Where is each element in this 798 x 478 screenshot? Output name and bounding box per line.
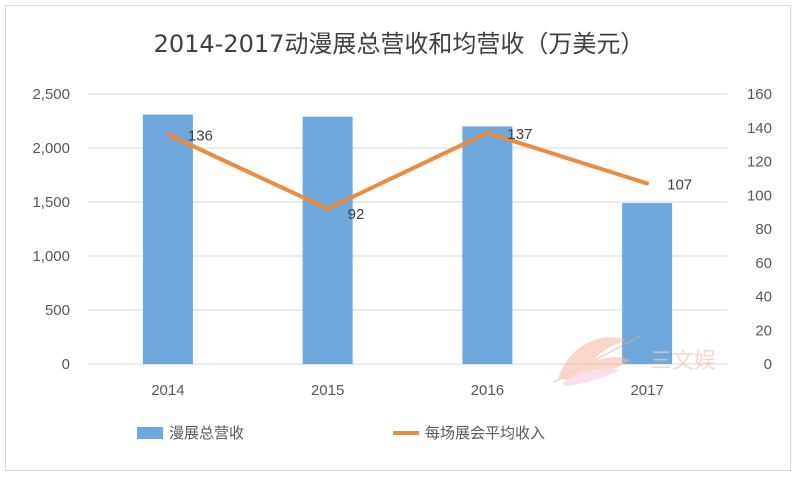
left-tick-label: 1,500 xyxy=(32,194,70,211)
left-tick-label: 500 xyxy=(45,302,70,319)
line-series xyxy=(165,130,650,211)
watermark-text: 三文娱 xyxy=(650,349,716,374)
bar xyxy=(462,126,513,365)
bar xyxy=(302,116,353,365)
data-label: 107 xyxy=(667,176,692,193)
left-tick-label: 2,000 xyxy=(32,140,70,157)
right-tick-label: 160 xyxy=(747,86,772,103)
right-tick-label: 40 xyxy=(755,289,772,306)
right-tick-label: 80 xyxy=(755,221,772,238)
watermark: 三文娱 xyxy=(553,335,716,386)
right-tick-label: 140 xyxy=(747,120,772,137)
series-line xyxy=(165,130,650,211)
bar xyxy=(142,114,193,365)
left-axis-ticks: 0 500 1,000 1,500 2,000 2,500 xyxy=(32,86,70,373)
right-tick-label: 120 xyxy=(747,154,772,171)
right-tick-label: 100 xyxy=(747,187,772,204)
right-tick-label: 60 xyxy=(755,255,772,272)
legend-bar-label: 漫展总营收 xyxy=(169,424,244,442)
x-tick-label: 2016 xyxy=(471,382,504,399)
feather-logo-icon xyxy=(553,335,641,386)
bar xyxy=(622,203,673,364)
legend-line-label: 每场展会平均收入 xyxy=(425,424,545,442)
legend-bar-swatch xyxy=(137,427,163,439)
legend: 漫展总营收 每场展会平均收入 xyxy=(137,424,545,442)
x-tick-label: 2015 xyxy=(311,382,344,399)
chart-title: 2014-2017动漫展总营收和均营收（万美元） xyxy=(154,30,645,58)
x-axis-ticks: 2014 2015 2016 2017 xyxy=(151,382,664,399)
left-tick-label: 2,500 xyxy=(32,86,70,103)
data-label: 92 xyxy=(348,206,365,223)
data-label: 136 xyxy=(188,128,213,145)
right-tick-label: 20 xyxy=(755,322,772,339)
bar-series xyxy=(142,114,673,365)
data-labels: 136 92 137 107 xyxy=(188,126,692,223)
right-axis-ticks: 0 20 40 60 80 100 120 140 160 xyxy=(747,86,772,373)
x-tick-label: 2014 xyxy=(151,382,184,399)
x-tick-label: 2017 xyxy=(630,382,663,399)
data-label: 137 xyxy=(507,126,532,143)
right-tick-label: 0 xyxy=(764,356,772,373)
left-tick-label: 1,000 xyxy=(32,248,70,265)
left-tick-label: 0 xyxy=(62,356,70,373)
